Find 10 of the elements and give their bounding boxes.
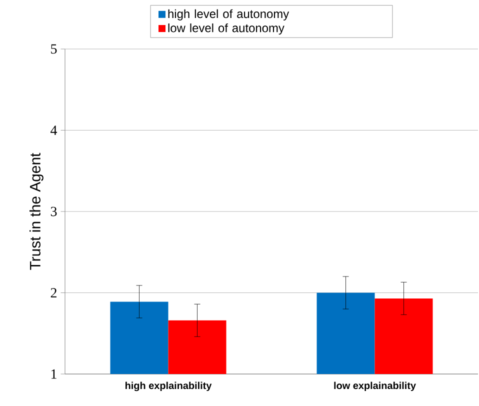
y-tick-label: 5 [51, 44, 57, 54]
y-tick-label: 3 [50, 206, 57, 216]
legend-label: high level of autonomy [168, 9, 290, 20]
y-tick-label: 4 [50, 126, 58, 135]
y-tick-label: 1 [51, 369, 56, 379]
x-tick-label: high explainability [126, 382, 212, 392]
x-tick-label: low explainability [334, 382, 416, 392]
legend-label: low level of autonomy [168, 23, 284, 35]
y-axis-title: Trust in the Agent [29, 152, 44, 270]
y-tick-label: 2 [50, 288, 56, 298]
